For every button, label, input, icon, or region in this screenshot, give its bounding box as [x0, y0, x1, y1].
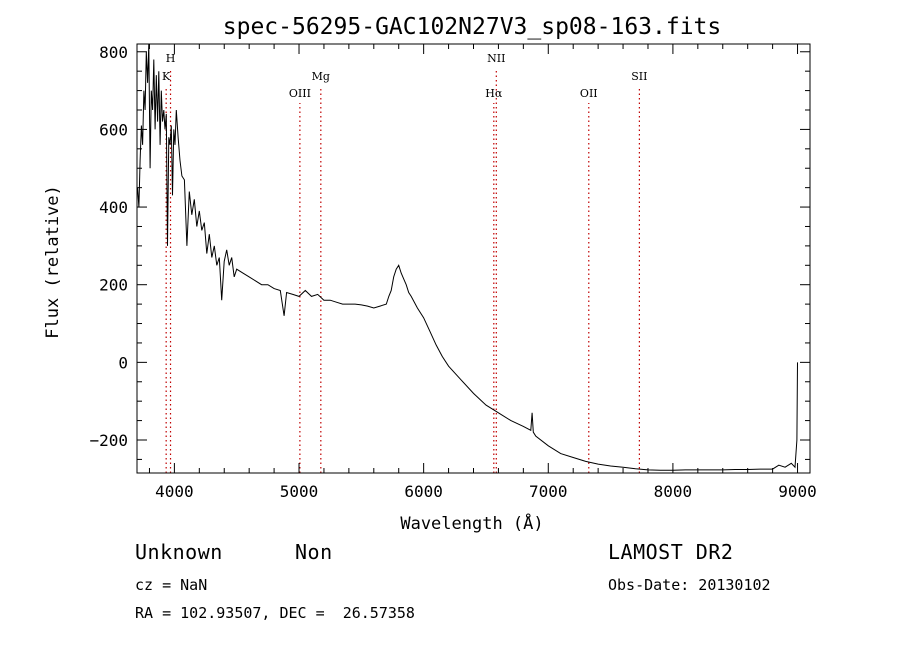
x-tick-label: 9000: [778, 482, 817, 501]
y-tick-label: 0: [118, 353, 128, 372]
x-tick-label: 8000: [654, 482, 693, 501]
line-marker-label: Hα: [485, 87, 503, 100]
x-tick-label: 5000: [280, 482, 319, 501]
y-tick-label: 600: [99, 120, 128, 139]
x-tick-label: 4000: [155, 482, 194, 501]
line-marker-label: NII: [487, 52, 505, 65]
y-tick-label: 400: [99, 198, 128, 217]
coordinates: RA = 102.93507, DEC = 26.57358: [135, 604, 415, 622]
class-label: Unknown: [135, 540, 223, 564]
line-marker-label: SII: [631, 70, 647, 83]
x-tick-label: 6000: [404, 482, 443, 501]
obs-date: Obs-Date: 20130102: [608, 576, 771, 594]
y-axis-label: Flux (relative): [43, 185, 63, 339]
axis-ticks: 4000 5000 6000 7000 8000 9000 −200 0 200 400 600 80…: [89, 43, 816, 501]
plot-frame: [136, 43, 811, 474]
line-marker-label: Mg: [312, 70, 330, 83]
line-marker-label: OII: [580, 87, 598, 100]
chart-title: spec-56295-GAC102N27V3_sp08-163.fits: [223, 14, 722, 40]
y-tick-label: 800: [99, 43, 128, 62]
cz-value: cz = NaN: [135, 576, 208, 594]
subclass-label: Non: [295, 540, 333, 564]
spectrum-line: [137, 43, 798, 471]
y-tick-label: 200: [99, 276, 128, 295]
x-tick-label: 7000: [529, 482, 568, 501]
y-tick-label: −200: [89, 431, 128, 450]
line-marker-label: K: [162, 70, 171, 83]
line-marker-label: OIII: [289, 87, 311, 100]
survey-label: LAMOST DR2: [608, 540, 734, 564]
line-marker-label: H: [166, 52, 176, 65]
x-axis-label: Wavelength (Å): [400, 512, 543, 534]
